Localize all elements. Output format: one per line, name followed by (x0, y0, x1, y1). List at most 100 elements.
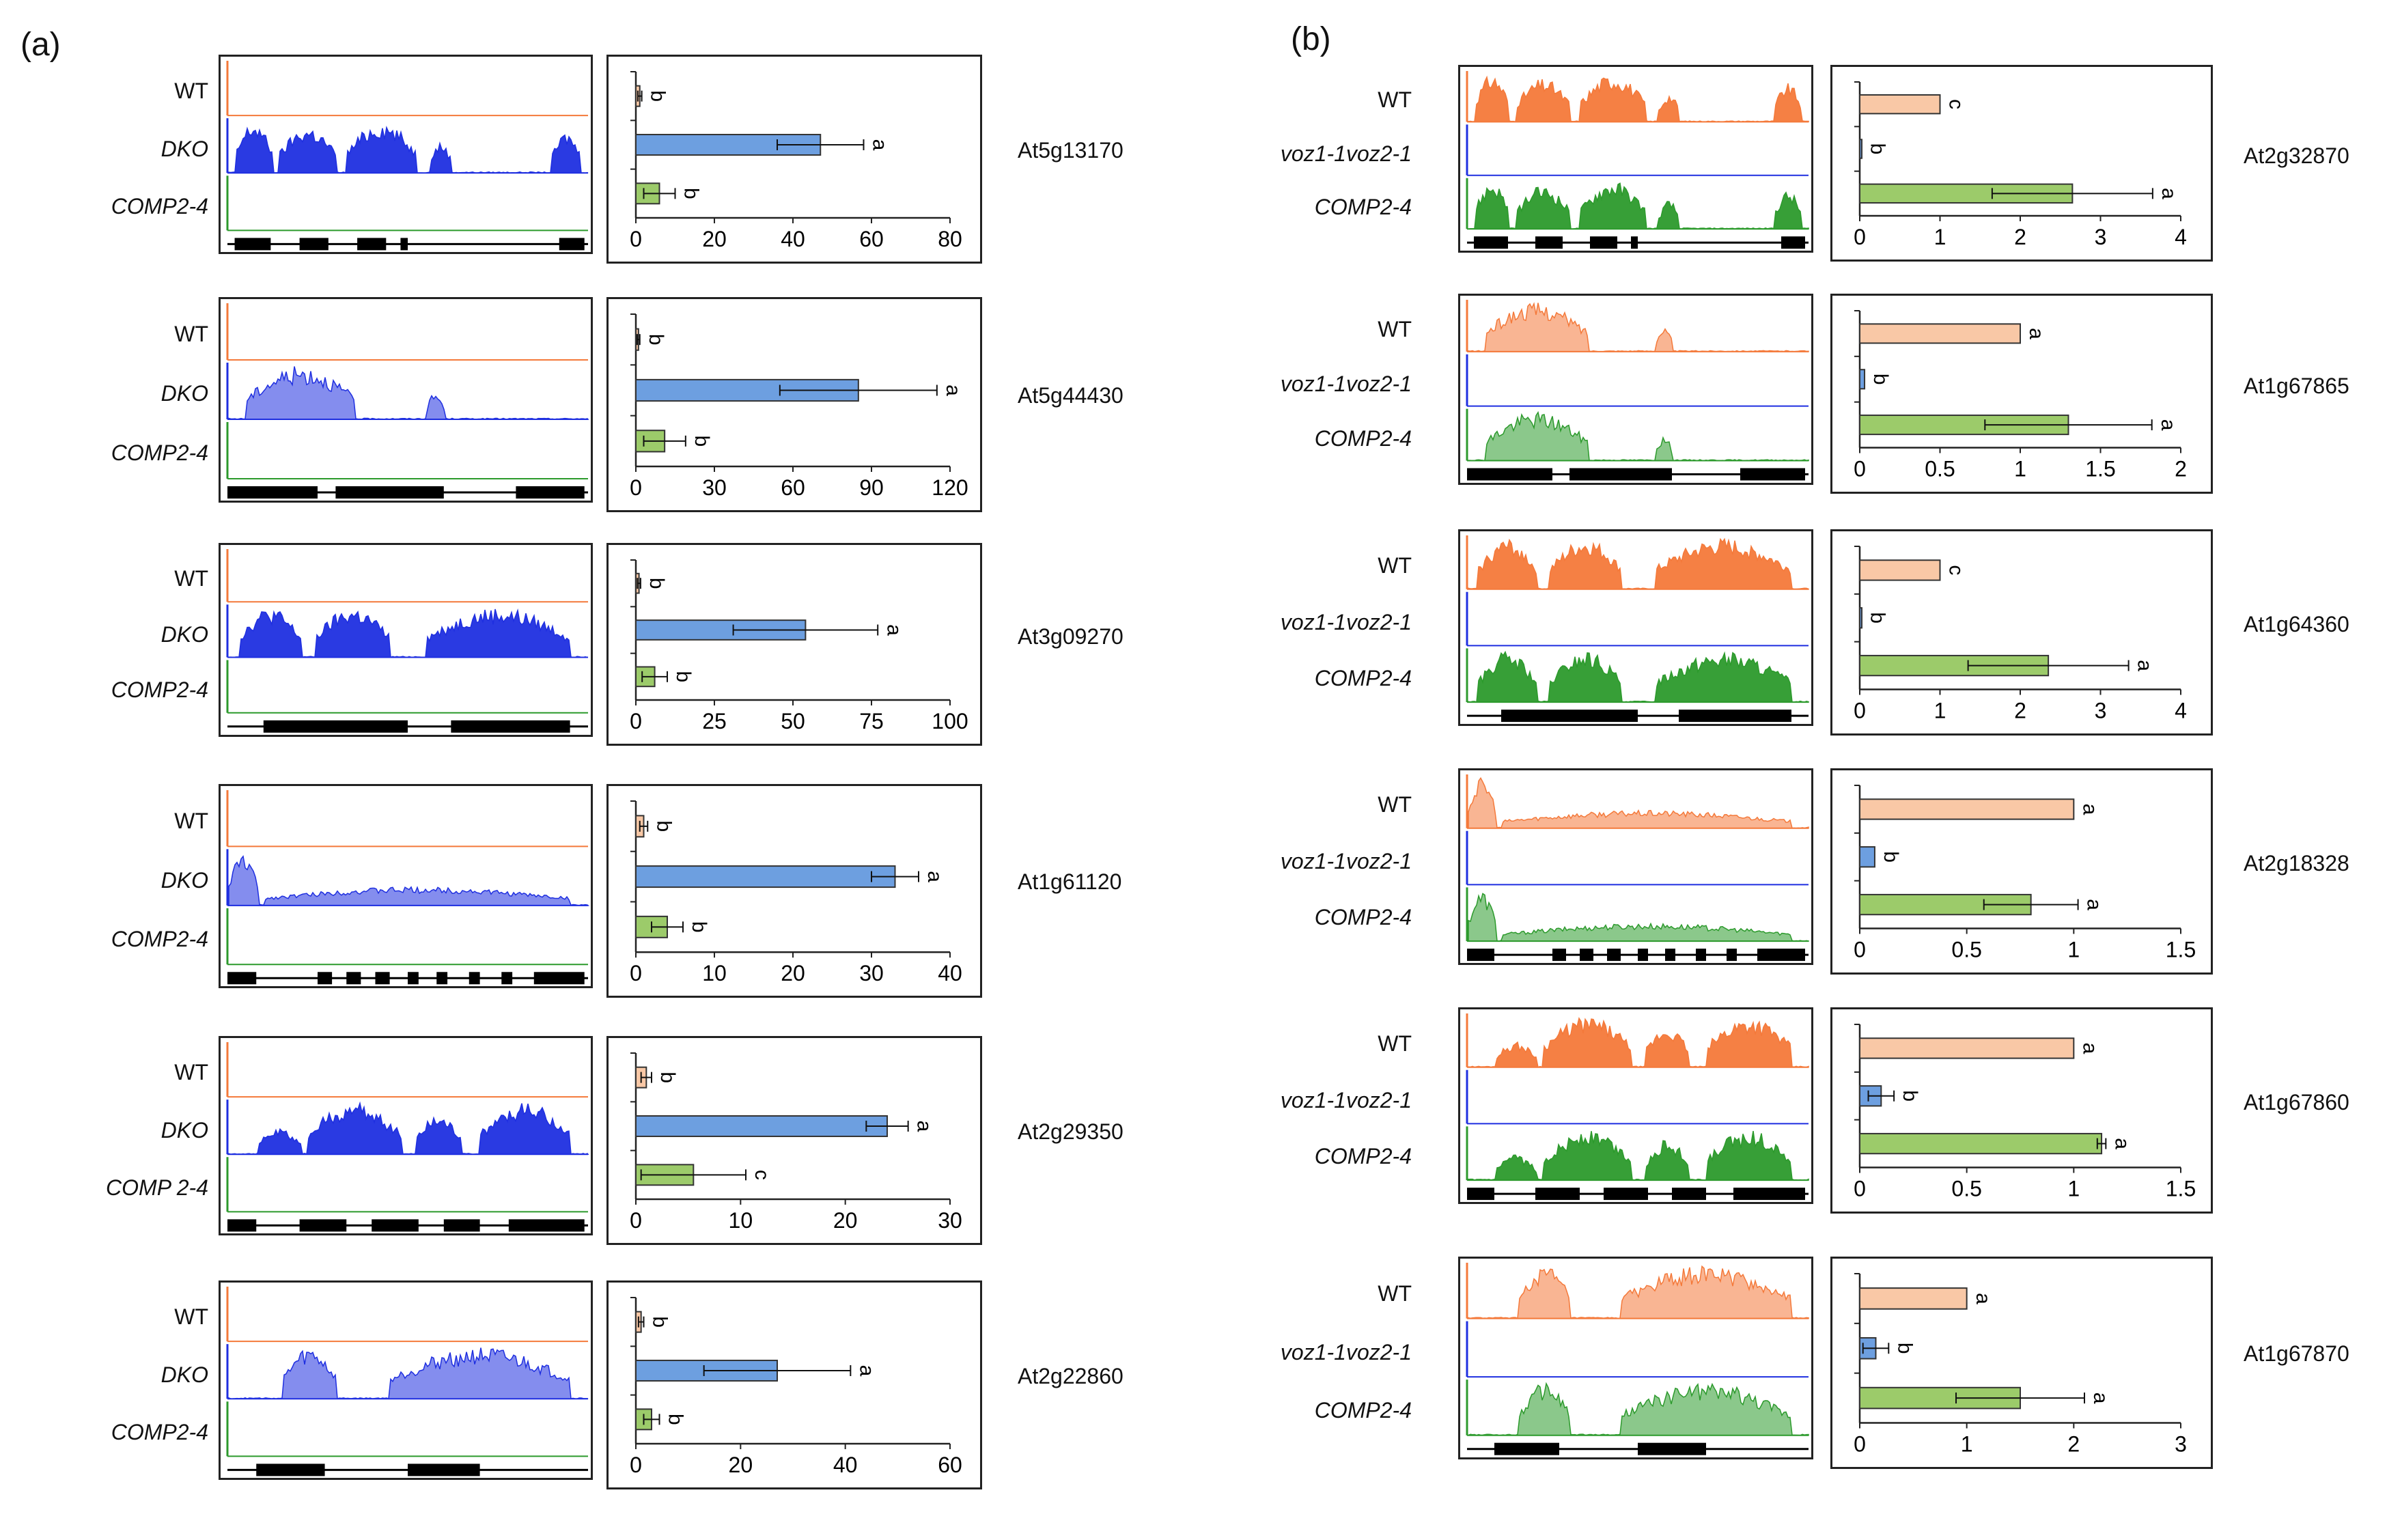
x-tick-label: 1 (2014, 457, 2026, 481)
gene-model-exon (263, 720, 408, 733)
gene-model-exon (375, 972, 390, 985)
significance-letter: a (855, 1365, 878, 1377)
mutant-coverage-track (228, 1101, 589, 1156)
x-tick-label: 4 (2175, 699, 2187, 723)
x-tick-label: 1 (1961, 1432, 1973, 1457)
x-tick-label: 2 (2067, 1432, 2080, 1457)
genotype-label-0: WT (174, 566, 208, 591)
coverage-panel-At1g64360 (1458, 529, 1813, 727)
x-tick-label: 3 (2175, 1432, 2187, 1457)
gene-model-exon (1672, 1188, 1706, 1201)
gene-model-exon (1757, 949, 1805, 962)
gene-model-exon (1631, 236, 1638, 249)
x-tick-label: 1.5 (2166, 938, 2196, 962)
genotype-label-1: DKO (160, 136, 208, 161)
gene-model-exon (234, 238, 271, 251)
x-tick-label: 0 (1854, 938, 1866, 962)
significance-letter: b (690, 435, 713, 447)
gene-model-exon (1467, 468, 1552, 481)
mutant-coverage-track (228, 855, 590, 906)
significance-letter: c (751, 1170, 773, 1180)
x-tick-label: 0 (1854, 699, 1866, 723)
gene-model-exon (227, 486, 318, 499)
x-tick-label: 40 (781, 227, 805, 251)
x-tick-label: 10 (702, 961, 727, 985)
significance-letter: a (2134, 660, 2156, 671)
significance-letter: b (680, 188, 703, 199)
gene-id-At5g44430: At5g44430 (1018, 383, 1123, 408)
genotype-label-1: voz1-1voz2-1 (1280, 141, 1412, 166)
comp-coverage-track (1468, 1382, 1809, 1436)
significance-letter: a (2089, 1392, 2112, 1404)
x-tick-label: 0 (630, 475, 642, 500)
significance-letter: a (2157, 419, 2179, 431)
panel-label-b: (b) (1291, 21, 1331, 57)
gene-model-exon (1604, 1188, 1648, 1201)
coverage-panel-At2g18328 (1458, 768, 1813, 966)
gene-model-exon (335, 486, 444, 499)
significance-letter: c (1945, 99, 1968, 109)
genotype-label-2: COMP2-4 (1314, 905, 1412, 930)
gene-id-At1g64360: At1g64360 (2244, 611, 2349, 636)
gene-model-exon (357, 238, 387, 251)
genotype-label-2: COMP2-4 (111, 1419, 208, 1444)
gene-id-At2g22860: At2g22860 (1018, 1364, 1123, 1389)
gene-model-exon (1552, 949, 1566, 962)
gene-id-At2g32870: At2g32870 (2244, 143, 2349, 169)
x-tick-label: 0.5 (1951, 938, 1981, 962)
gene-model-exon (408, 1464, 480, 1476)
x-tick-label: 0 (630, 1453, 642, 1477)
gene-model-exon (1501, 710, 1638, 723)
bar-wt (1859, 798, 2075, 820)
x-tick-label: 100 (932, 709, 968, 733)
genotype-label-2: COMP2-4 (1314, 195, 1412, 220)
gene-model-exon (256, 1464, 325, 1476)
x-tick-label: 4 (2175, 225, 2187, 249)
coverage-panel-At1g67860 (1458, 1007, 1813, 1205)
significance-letter: b (645, 334, 667, 346)
x-tick-label: 120 (932, 475, 968, 500)
x-tick-label: 1.5 (2166, 1177, 2196, 1201)
significance-letter: b (649, 1316, 671, 1328)
genotype-label-0: WT (1378, 1280, 1412, 1306)
x-tick-label: 40 (938, 961, 962, 985)
bar-chart-At1g67860: a b a 0 0.5 1 1.5 (1830, 1007, 2213, 1214)
wt-coverage-track (1468, 1017, 1809, 1068)
significance-letter: a (913, 1121, 936, 1132)
x-tick-label: 25 (702, 709, 727, 733)
bar-chart-At5g13170: b a b 0 20 40 60 80 (606, 55, 982, 264)
significance-letter: a (1972, 1293, 1994, 1304)
gene-id-At2g29350: At2g29350 (1018, 1119, 1123, 1145)
significance-letter: a (2083, 899, 2106, 910)
significance-letter: b (1866, 612, 1888, 624)
coverage-panel-At3g09270 (219, 543, 593, 737)
bar-chart-At3g09270: b a b 0 25 50 75 100 (606, 543, 982, 746)
x-tick-label: 0 (630, 227, 642, 251)
comp-coverage-track (1468, 1131, 1809, 1181)
bar-chart-At1g67870: a b a 0 1 2 3 (1830, 1257, 2213, 1469)
x-tick-label: 20 (729, 1453, 753, 1477)
coverage-panel-At5g13170 (219, 55, 593, 255)
gene-model-exon (1535, 1188, 1580, 1201)
significance-letter: a (923, 871, 946, 882)
x-tick-label: 30 (702, 475, 727, 500)
x-tick-label: 0 (630, 709, 642, 733)
x-tick-label: 1.5 (2085, 457, 2115, 481)
bar-chart-At2g22860: b a b 0 20 40 60 (606, 1280, 982, 1489)
coverage-panel-At1g67870 (1458, 1257, 1813, 1459)
gene-model-exon (451, 720, 570, 733)
x-tick-label: 40 (833, 1453, 858, 1477)
genotype-label-0: WT (1378, 1031, 1412, 1056)
gene-model-exon (501, 972, 513, 985)
wt-coverage-track (1468, 537, 1809, 590)
mutant-coverage-track (228, 126, 589, 174)
gene-model-exon (1590, 236, 1617, 249)
x-tick-label: 0 (630, 1208, 642, 1233)
genotype-label-2: COMP 2-4 (106, 1175, 208, 1200)
gene-model-exon (1727, 949, 1737, 962)
gene-model-exon (1665, 949, 1675, 962)
mutant-coverage-track (228, 366, 589, 420)
genotype-label-2: COMP2-4 (1314, 666, 1412, 691)
gene-model-exon (1494, 1442, 1559, 1455)
comp-coverage-track (1468, 182, 1809, 230)
